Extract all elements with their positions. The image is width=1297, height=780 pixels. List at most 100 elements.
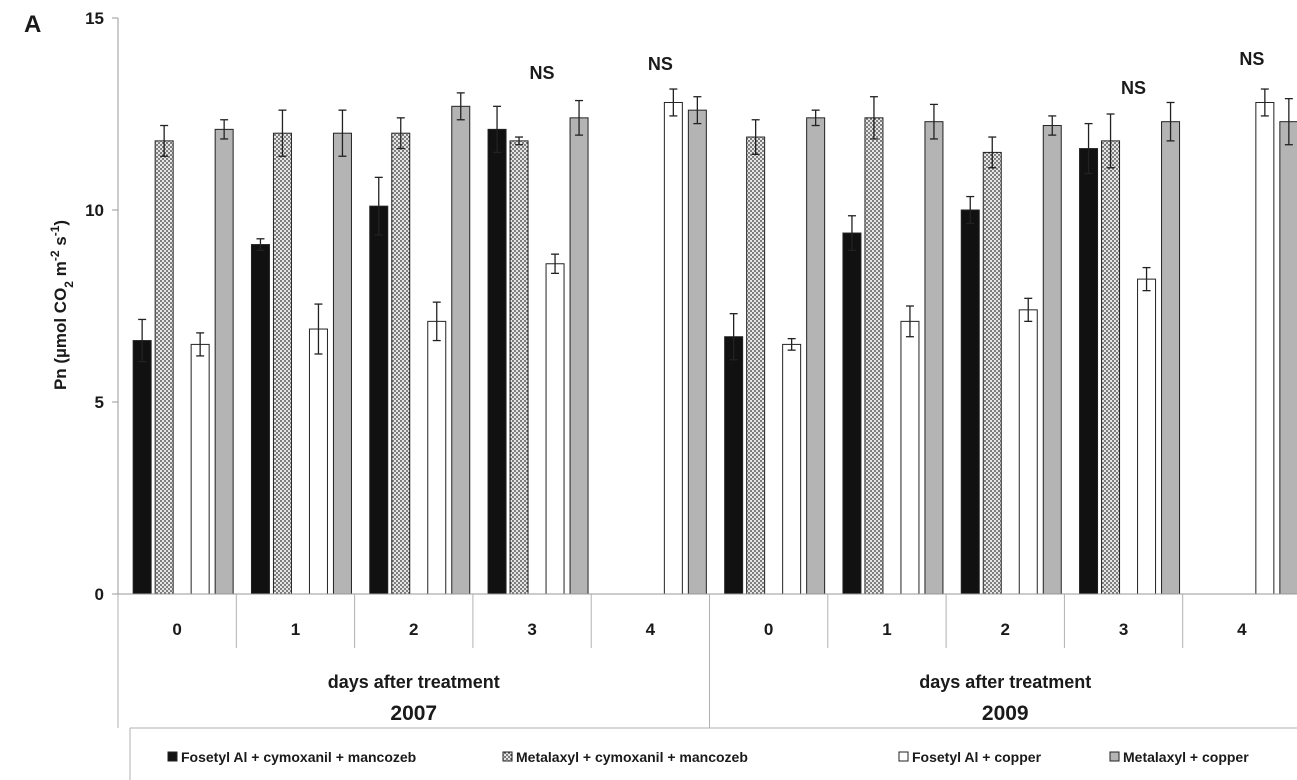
error-bar bbox=[1048, 115, 1057, 136]
error-bar bbox=[1084, 122, 1093, 175]
bar bbox=[332, 132, 352, 595]
bar bbox=[724, 336, 744, 595]
error-bar bbox=[396, 117, 405, 150]
y-axis-label: Pn (µmol CO2 m-2 s-1) bbox=[48, 220, 76, 390]
bar bbox=[1255, 101, 1275, 595]
error-bar bbox=[787, 337, 796, 351]
x-axis-label: days after treatment bbox=[919, 672, 1091, 692]
error-bar bbox=[338, 109, 347, 157]
x-tick-label: 4 bbox=[1237, 620, 1247, 639]
error-bar bbox=[196, 332, 205, 357]
bar bbox=[782, 343, 802, 595]
legend-swatch bbox=[898, 751, 909, 762]
bar bbox=[154, 140, 174, 595]
bar bbox=[545, 263, 565, 595]
x-tick-label: 4 bbox=[646, 620, 656, 639]
x-tick-label: 3 bbox=[1119, 620, 1128, 639]
error-bar bbox=[929, 103, 938, 140]
bar bbox=[982, 151, 1002, 595]
x-tick-label: 0 bbox=[172, 620, 181, 639]
error-bar bbox=[966, 195, 975, 225]
bar bbox=[391, 132, 411, 595]
bar bbox=[842, 232, 862, 595]
year-label: 2009 bbox=[982, 702, 1029, 725]
x-tick-label: 2 bbox=[1001, 620, 1010, 639]
x-tick-label: 1 bbox=[882, 620, 891, 639]
error-bar bbox=[138, 318, 147, 363]
error-bar bbox=[551, 253, 560, 275]
bar bbox=[509, 140, 529, 595]
bar bbox=[1101, 140, 1121, 595]
year-label: 2007 bbox=[390, 702, 437, 725]
error-bar bbox=[314, 303, 323, 355]
bar bbox=[924, 121, 944, 595]
bar bbox=[569, 117, 589, 595]
panel-label: A bbox=[24, 11, 41, 38]
x-axis: 0 1 2 3 4 days after treatment 2007 0 1 2 3 4 days a… bbox=[117, 593, 1297, 728]
significance-annotation: NS bbox=[530, 63, 555, 83]
bars bbox=[132, 101, 1297, 595]
error-bar bbox=[456, 92, 465, 121]
bar bbox=[900, 320, 920, 595]
significance-annotation: NS bbox=[1239, 49, 1264, 69]
x-tick-label: 0 bbox=[764, 620, 773, 639]
error-bar bbox=[1284, 97, 1293, 146]
bar bbox=[864, 117, 884, 595]
y-tick-label: 15 bbox=[85, 9, 104, 28]
error-bar bbox=[432, 301, 441, 342]
error-bar bbox=[575, 99, 584, 136]
bar bbox=[1079, 148, 1099, 595]
bar bbox=[960, 209, 980, 595]
bar bbox=[687, 109, 707, 595]
significance-annotation: NS bbox=[1121, 78, 1146, 98]
bar bbox=[214, 128, 234, 595]
legend-label: Metalaxyl + copper bbox=[1123, 749, 1249, 765]
error-bar bbox=[374, 176, 383, 236]
legend-label: Fosetyl Al + copper bbox=[912, 749, 1042, 765]
bar bbox=[272, 132, 292, 595]
error-bar bbox=[1106, 113, 1115, 169]
bar bbox=[806, 117, 826, 595]
error-bar bbox=[1166, 101, 1175, 142]
legend-swatch bbox=[502, 751, 513, 762]
error-bar bbox=[220, 119, 229, 140]
error-bar bbox=[669, 88, 678, 117]
error-bar bbox=[515, 136, 524, 146]
bar bbox=[487, 128, 507, 595]
error-bar bbox=[751, 119, 760, 155]
error-bar bbox=[988, 136, 997, 169]
bar bbox=[746, 136, 766, 595]
bar bbox=[1018, 309, 1038, 595]
bar bbox=[1161, 121, 1181, 595]
error-bar bbox=[1024, 297, 1033, 323]
error-bar bbox=[278, 109, 287, 157]
error-bar bbox=[869, 96, 878, 140]
error-bar bbox=[1142, 266, 1151, 292]
error-bar bbox=[160, 124, 169, 157]
legend-swatch bbox=[1109, 751, 1120, 762]
bar bbox=[451, 105, 471, 595]
y-axis: 0 5 10 15 bbox=[85, 9, 119, 604]
bar bbox=[369, 205, 389, 595]
legend: Fosetyl Al + cymoxanil + mancozeb Metalax… bbox=[129, 727, 1297, 780]
y-tick-label: 5 bbox=[95, 393, 104, 412]
error-bar bbox=[1260, 88, 1269, 117]
error-bar bbox=[729, 313, 738, 361]
y-tick-label: 10 bbox=[85, 201, 104, 220]
x-tick-label: 2 bbox=[409, 620, 418, 639]
legend-swatch bbox=[167, 751, 178, 762]
significance-annotation: NS bbox=[648, 54, 673, 74]
error-bar bbox=[847, 215, 856, 251]
error-bar bbox=[493, 105, 502, 154]
x-axis-label: days after treatment bbox=[328, 672, 500, 692]
bar bbox=[1042, 125, 1062, 595]
x-tick-label: 1 bbox=[291, 620, 300, 639]
legend-label: Metalaxyl + cymoxanil + mancozeb bbox=[516, 749, 748, 765]
bar bbox=[427, 320, 447, 595]
bar bbox=[1137, 278, 1157, 595]
bar bbox=[190, 343, 210, 595]
bar bbox=[132, 340, 152, 595]
bar bbox=[308, 328, 328, 595]
error-bar bbox=[905, 305, 914, 338]
error-bars bbox=[138, 88, 1293, 363]
